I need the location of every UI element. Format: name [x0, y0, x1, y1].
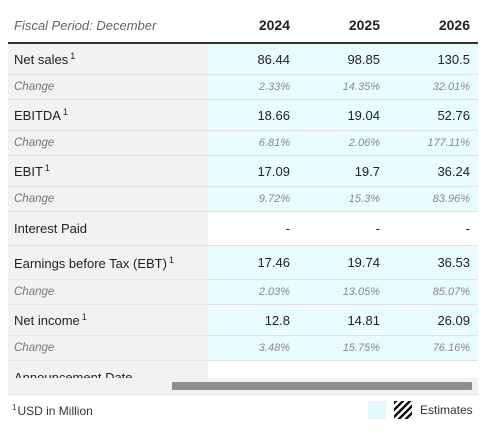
- change-2025: 2.06%: [298, 130, 388, 156]
- value-2025: 19.04: [298, 99, 388, 131]
- change-2026: 32.01%: [388, 74, 478, 100]
- value-2025: 98.85: [298, 43, 388, 75]
- value-2026: 130.5: [388, 43, 478, 75]
- value-2026: 52.76: [388, 99, 478, 131]
- financials-table: Fiscal Period: December 2024 2025 2026 N…: [8, 8, 478, 395]
- value-2024: 17.46: [208, 245, 298, 280]
- row-ebit: EBIT 1 17.09 19.7 36.24: [8, 155, 478, 187]
- row-ebit-change: Change 9.72% 15.3% 83.96%: [8, 186, 478, 212]
- row-label: Interest Paid: [8, 211, 208, 246]
- scrollbar-thumb[interactable]: [172, 382, 472, 390]
- row-ebt: Earnings before Tax (EBT) 1 17.46 19.74 3…: [8, 245, 478, 280]
- row-label: Change: [8, 130, 208, 156]
- row-ebitda-change: Change 6.81% 2.06% 177.11%: [8, 130, 478, 156]
- value-2025: 19.74: [298, 245, 388, 280]
- change-2026: 76.16%: [388, 335, 478, 361]
- row-net-sales: Net sales 1 86.44 98.85 130.5: [8, 43, 478, 75]
- row-label-text: Net income: [14, 313, 80, 328]
- row-label: Change: [8, 74, 208, 100]
- table-footer: 1USD in Million Estimates: [8, 396, 478, 424]
- row-label-text: Earnings before Tax (EBT): [14, 255, 167, 271]
- footnote-marker: 1: [44, 163, 50, 173]
- header-row: Fiscal Period: December 2024 2025 2026: [8, 8, 478, 44]
- row-net-sales-change: Change 2.33% 14.35% 32.01%: [8, 74, 478, 100]
- change-2025: 14.35%: [298, 74, 388, 100]
- hatched-swatch-icon: [394, 401, 412, 419]
- value-2026: -: [388, 211, 478, 246]
- footnote-marker: 1: [70, 51, 76, 61]
- footnote-marker: 1: [12, 403, 17, 412]
- row-label: EBIT 1: [8, 155, 208, 187]
- value-2026: 36.24: [388, 155, 478, 187]
- value-2024: 18.66: [208, 99, 298, 131]
- change-2024: 9.72%: [208, 186, 298, 212]
- financials-table-container: Fiscal Period: December 2024 2025 2026 N…: [8, 8, 478, 395]
- value-2025: -: [298, 211, 388, 246]
- value-2026: 26.09: [388, 304, 478, 336]
- row-label: Change: [8, 186, 208, 212]
- row-label: Earnings before Tax (EBT) 1: [8, 245, 208, 280]
- row-ebt-change: Change 2.03% 13.05% 85.07%: [8, 279, 478, 305]
- row-label: Change: [8, 335, 208, 361]
- change-2025: 15.3%: [298, 186, 388, 212]
- change-2025: 13.05%: [298, 279, 388, 305]
- row-interest-paid: Interest Paid - - -: [8, 211, 478, 246]
- value-2024: 86.44: [208, 43, 298, 75]
- row-label: Change: [8, 279, 208, 305]
- row-label: EBITDA 1: [8, 99, 208, 131]
- footnote-marker: 1: [81, 312, 87, 322]
- change-2024: 6.81%: [208, 130, 298, 156]
- change-2026: 177.11%: [388, 130, 478, 156]
- footnote-text: USD in Million: [17, 404, 93, 418]
- estimates-legend-label: Estimates: [420, 403, 473, 417]
- change-2024: 3.48%: [208, 335, 298, 361]
- row-label-text: EBITDA: [14, 108, 61, 123]
- year-header-2024: 2024: [208, 8, 298, 44]
- row-net-income: Net income 1 12.8 14.81 26.09: [8, 304, 478, 336]
- value-2024: 12.8: [208, 304, 298, 336]
- value-2024: 17.09: [208, 155, 298, 187]
- value-2024: -: [208, 211, 298, 246]
- change-2026: 83.96%: [388, 186, 478, 212]
- footnote-marker: 1: [62, 107, 68, 117]
- change-2026: 85.07%: [388, 279, 478, 305]
- row-label-text: Net sales: [14, 52, 69, 67]
- change-2024: 2.33%: [208, 74, 298, 100]
- estimate-color-swatch-icon: [368, 401, 386, 419]
- change-2024: 2.03%: [208, 279, 298, 305]
- year-header-2026: 2026: [388, 8, 478, 44]
- row-label-text: EBIT: [14, 164, 43, 179]
- fiscal-period-label: Fiscal Period: December: [8, 8, 208, 44]
- row-net-income-change: Change 3.48% 15.75% 76.16%: [8, 335, 478, 361]
- value-2025: 19.7: [298, 155, 388, 187]
- footnote-marker: 1: [168, 254, 174, 265]
- value-2026: 36.53: [388, 245, 478, 280]
- row-label: Net income 1: [8, 304, 208, 336]
- row-ebitda: EBITDA 1 18.66 19.04 52.76: [8, 99, 478, 131]
- value-2025: 14.81: [298, 304, 388, 336]
- change-2025: 15.75%: [298, 335, 388, 361]
- year-header-2025: 2025: [298, 8, 388, 44]
- horizontal-scrollbar[interactable]: [8, 378, 478, 394]
- row-label: Net sales 1: [8, 43, 208, 75]
- currency-footnote: 1USD in Million: [12, 403, 93, 418]
